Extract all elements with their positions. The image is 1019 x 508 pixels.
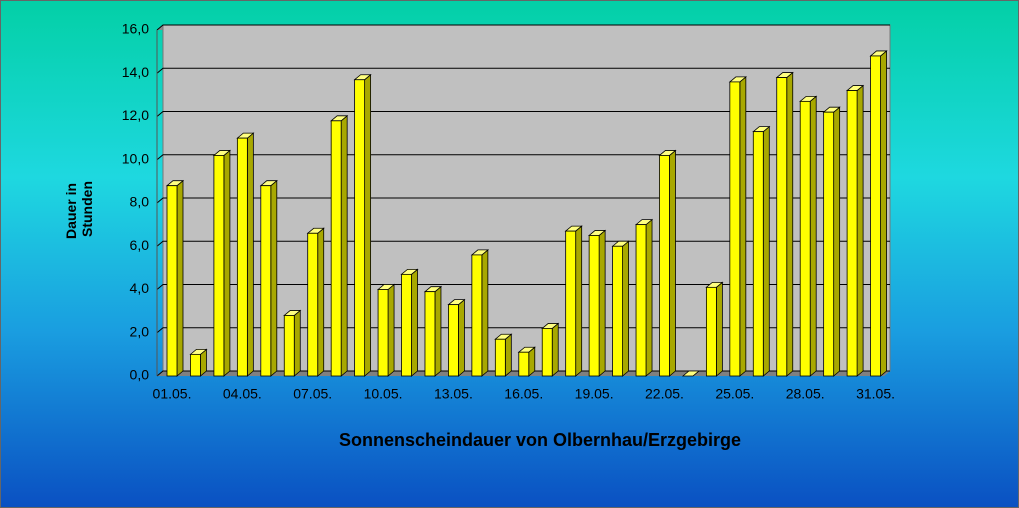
bar <box>283 315 295 377</box>
bar-side <box>856 84 864 377</box>
bar-side <box>598 229 606 377</box>
grid-line <box>156 154 890 161</box>
bar <box>330 120 342 377</box>
bar-side <box>551 322 559 377</box>
x-tick-label: 10.05. <box>364 386 403 402</box>
grid-line <box>156 24 890 31</box>
bar <box>752 131 764 377</box>
bar <box>401 273 412 377</box>
x-tick-label: 07.05. <box>293 386 332 402</box>
bar-side <box>317 227 325 377</box>
x-tick-label: 25.05. <box>715 386 754 402</box>
y-tick-label: 14,0 <box>122 64 149 80</box>
bar-side <box>880 50 887 377</box>
bar-side <box>364 73 372 377</box>
bar <box>377 289 389 377</box>
bar-side <box>504 333 512 377</box>
bar-side <box>340 114 348 377</box>
bar-side <box>762 125 770 377</box>
bar <box>705 286 717 377</box>
bar <box>236 137 248 377</box>
y-tick-label: 4,0 <box>130 280 150 296</box>
bar <box>823 111 835 377</box>
bar <box>307 232 319 377</box>
y-axis-title: Dauer in Stunden <box>63 179 95 239</box>
bar <box>424 291 436 377</box>
bar <box>659 155 670 377</box>
bar-side <box>293 309 301 377</box>
y-axis-title-line: Dauer in <box>63 183 79 239</box>
bar <box>448 304 459 377</box>
y-tick-label: 6,0 <box>130 237 150 253</box>
bar <box>213 155 225 377</box>
bar <box>354 79 366 377</box>
bar <box>846 90 858 377</box>
bar <box>494 338 506 377</box>
x-tick-label: 31.05. <box>856 386 895 402</box>
y-tick-label: 2,0 <box>130 323 150 339</box>
bar-top <box>681 370 701 377</box>
bar-side <box>458 298 465 377</box>
bar-side <box>434 285 442 377</box>
grid-line <box>156 197 890 204</box>
bar-side <box>246 132 254 377</box>
x-tick-label: 16.05. <box>504 386 543 402</box>
y-tick-label: 10,0 <box>122 150 149 166</box>
bar <box>612 245 623 377</box>
grid-line <box>156 67 890 74</box>
bar <box>565 230 577 377</box>
bar <box>166 185 178 377</box>
bar-side <box>270 179 278 377</box>
bar-side <box>481 249 489 377</box>
bar <box>776 77 788 377</box>
chart-title: Sonnenscheindauer von Olbernhau/Erzgebir… <box>339 430 741 450</box>
y-tick-label: 16,0 <box>122 21 149 37</box>
bar-side <box>809 95 817 377</box>
bar-side <box>786 71 794 377</box>
bar-side <box>223 149 231 377</box>
bar-side <box>669 149 676 377</box>
bar <box>260 185 272 377</box>
bar-side <box>645 218 653 377</box>
x-tick-label: 22.05. <box>645 386 684 402</box>
bar <box>471 254 483 377</box>
bar <box>870 55 881 377</box>
x-tick-label: 01.05. <box>153 386 192 402</box>
bar <box>799 100 811 377</box>
bar-side <box>622 240 629 377</box>
x-tick-label: 19.05. <box>575 386 614 402</box>
bar-side <box>833 106 841 377</box>
bar <box>541 328 553 377</box>
bar <box>588 235 600 377</box>
bar <box>190 353 201 377</box>
bar-side <box>176 179 184 377</box>
bar <box>518 351 530 377</box>
y-tick-label: 0,0 <box>130 367 150 383</box>
x-tick-label: 28.05. <box>786 386 825 402</box>
bar-side <box>411 268 418 377</box>
bar-side <box>575 225 583 377</box>
grid-line <box>156 111 890 117</box>
bar-side <box>739 76 747 377</box>
y-axis-title-line: Stunden <box>79 181 95 237</box>
y-tick-label: 8,0 <box>130 194 150 210</box>
x-tick-label: 13.05. <box>434 386 473 402</box>
x-tick-label: 04.05. <box>223 386 262 402</box>
bar <box>729 81 741 377</box>
y-tick-label: 12,0 <box>122 107 149 123</box>
bar-side <box>715 281 723 377</box>
bar <box>635 224 647 377</box>
bar-side <box>387 283 395 377</box>
